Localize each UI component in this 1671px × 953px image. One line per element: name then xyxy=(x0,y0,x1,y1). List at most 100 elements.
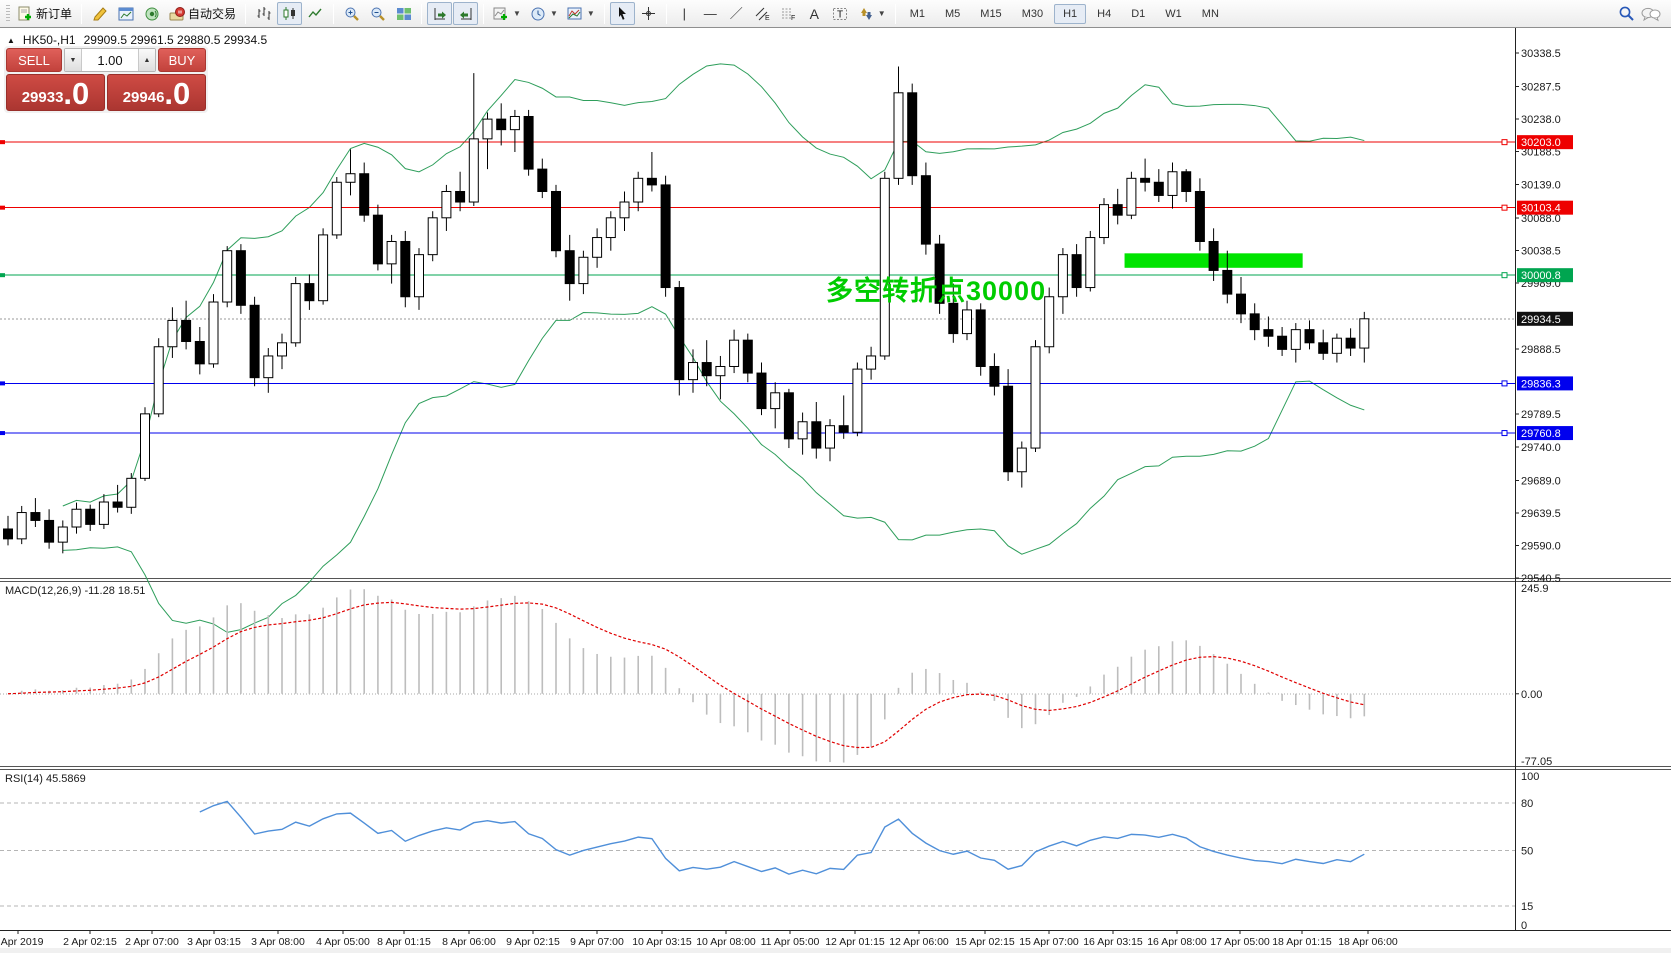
timeframe-h1[interactable]: H1 xyxy=(1054,3,1087,24)
chart-canvas[interactable]: 30338.5 30287.5 30238.0 30188.5 30139.0 30088… xyxy=(0,28,1671,948)
periods-button[interactable]: ▼ xyxy=(526,2,562,25)
signals-icon xyxy=(145,7,159,20)
timeframe-m1[interactable]: M1 xyxy=(909,7,925,20)
date-tick-label: 12 Apr 01:15 xyxy=(825,936,885,948)
timeframe-mn[interactable]: MN xyxy=(1201,7,1219,20)
text-button[interactable]: A xyxy=(802,2,827,25)
horizontal-line-button[interactable]: — xyxy=(698,2,723,25)
candle-body xyxy=(948,302,959,335)
svg-text:E: E xyxy=(765,15,770,22)
zoom-in-button[interactable] xyxy=(339,2,364,25)
hline-left-marker[interactable] xyxy=(0,273,5,278)
timeframe-m30[interactable]: M30 xyxy=(1021,7,1044,20)
chart-annotation-text[interactable]: 多空转折点30000 xyxy=(826,276,1047,306)
candle-body xyxy=(126,477,137,508)
crosshair-button[interactable] xyxy=(636,2,661,25)
templates-button[interactable]: ▼ xyxy=(563,2,599,25)
cursor-icon xyxy=(619,7,627,20)
volume-decrease-button[interactable]: ▼ xyxy=(65,49,82,71)
hline-price-label xyxy=(1517,268,1573,283)
metaeditor-icon xyxy=(92,6,107,20)
rsi-indicator-label: RSI(14) 45.5869 xyxy=(5,773,86,785)
current-price-label-text: 29934.5 xyxy=(1521,314,1561,326)
chart-title: ▲ HK50-,H1 29909.5 29961.5 29880.5 29934… xyxy=(7,33,267,47)
chart-shift-button[interactable] xyxy=(453,2,479,25)
auto-scroll-button[interactable] xyxy=(427,2,453,25)
cursor-button[interactable] xyxy=(609,2,635,25)
svg-text:F: F xyxy=(791,15,795,22)
new-order-button[interactable]: 新订单 xyxy=(13,2,76,25)
date-tick-label: 3 Apr 03:15 xyxy=(187,936,241,948)
candle-body xyxy=(98,501,109,525)
candle-body xyxy=(208,301,219,365)
hline-price-label-text: 29760.8 xyxy=(1521,428,1561,440)
indicators-button[interactable]: ▼ xyxy=(489,2,525,25)
current-price-label xyxy=(1517,311,1573,326)
hline-handle[interactable] xyxy=(1501,380,1508,387)
candle-body xyxy=(372,214,383,265)
trendline-button[interactable]: ／ xyxy=(724,2,749,25)
signals-button[interactable] xyxy=(139,2,164,25)
hline-left-marker[interactable] xyxy=(0,205,5,210)
buy-button[interactable]: BUY xyxy=(158,48,206,72)
timeframe-h4[interactable]: H4 xyxy=(1097,7,1112,20)
volume-input[interactable] xyxy=(82,49,138,71)
date-tick-label: 8 Apr 01:15 xyxy=(377,936,431,948)
candle-body xyxy=(523,115,534,170)
hline-left-marker[interactable] xyxy=(0,431,5,436)
candle-body xyxy=(44,519,55,543)
date-tick-label: 4 Apr 05:00 xyxy=(316,936,370,948)
sell-button[interactable]: SELL xyxy=(6,48,62,72)
candle-body xyxy=(181,319,192,342)
candle-body xyxy=(1071,254,1082,289)
metaeditor-button[interactable] xyxy=(87,2,112,25)
candle-body xyxy=(838,425,849,433)
hline-handle[interactable] xyxy=(1501,430,1508,437)
sell-price[interactable]: 29933.0 xyxy=(6,74,105,111)
candle-body xyxy=(742,339,753,374)
arrows-button[interactable]: ▼ xyxy=(854,2,890,25)
candle-body xyxy=(1099,204,1109,239)
candlestick-chart-button[interactable] xyxy=(277,2,303,25)
collapse-quote-icon[interactable]: ▲ xyxy=(7,35,15,45)
hline-handle[interactable] xyxy=(1501,272,1508,279)
equidistant-channel-button[interactable]: E xyxy=(750,2,775,25)
search-icon[interactable] xyxy=(1618,5,1635,22)
candle-body xyxy=(1318,342,1329,354)
fibonacci-button[interactable]: F xyxy=(776,2,801,25)
date-tick-label: 18 Apr 01:15 xyxy=(1272,936,1332,948)
date-tick-label: 11 Apr 05:00 xyxy=(761,936,820,948)
vertical-line-button[interactable]: | xyxy=(672,2,697,25)
candle-body xyxy=(852,368,863,433)
candle-body xyxy=(907,92,918,177)
auto-trading-button[interactable]: 自动交易 xyxy=(165,2,240,25)
timeframe-w1[interactable]: W1 xyxy=(1165,7,1182,20)
hline-left-marker[interactable] xyxy=(0,140,5,145)
candle-body xyxy=(1112,204,1123,216)
candle-body xyxy=(633,177,644,203)
buy-price[interactable]: 29946.0 xyxy=(107,74,206,111)
bollinger-upper-band[interactable] xyxy=(62,63,1365,507)
zoom-out-button[interactable] xyxy=(365,2,390,25)
candle-body xyxy=(934,243,945,304)
hline-handle[interactable] xyxy=(1501,204,1508,211)
volume-increase-button[interactable]: ▲ xyxy=(138,49,155,71)
candle-body xyxy=(537,168,548,192)
chat-icon[interactable] xyxy=(1641,6,1661,22)
bollinger-lower-band[interactable] xyxy=(62,306,1365,633)
timeframe-m5[interactable]: M5 xyxy=(945,7,961,20)
hline-left-marker[interactable] xyxy=(0,381,5,386)
date-tick-label: 18 Apr 06:00 xyxy=(1338,936,1398,948)
hline-handle[interactable] xyxy=(1501,139,1508,146)
timeframe-m15[interactable]: M15 xyxy=(980,7,1002,20)
indicators-caret: ▼ xyxy=(513,9,521,18)
chart-window-button[interactable] xyxy=(113,2,138,25)
tile-windows-button[interactable] xyxy=(391,2,416,25)
candle-body xyxy=(688,362,698,381)
bar-chart-button[interactable] xyxy=(251,2,276,25)
timeframe-d1[interactable]: D1 xyxy=(1131,7,1146,20)
line-chart-button[interactable] xyxy=(303,2,328,25)
macd-indicator-label: MACD(12,26,9) -11.28 18.51 xyxy=(5,585,146,597)
chart-window: ▲ HK50-,H1 29909.5 29961.5 29880.5 29934… xyxy=(0,28,1671,948)
text-label-button[interactable]: T xyxy=(828,2,853,25)
